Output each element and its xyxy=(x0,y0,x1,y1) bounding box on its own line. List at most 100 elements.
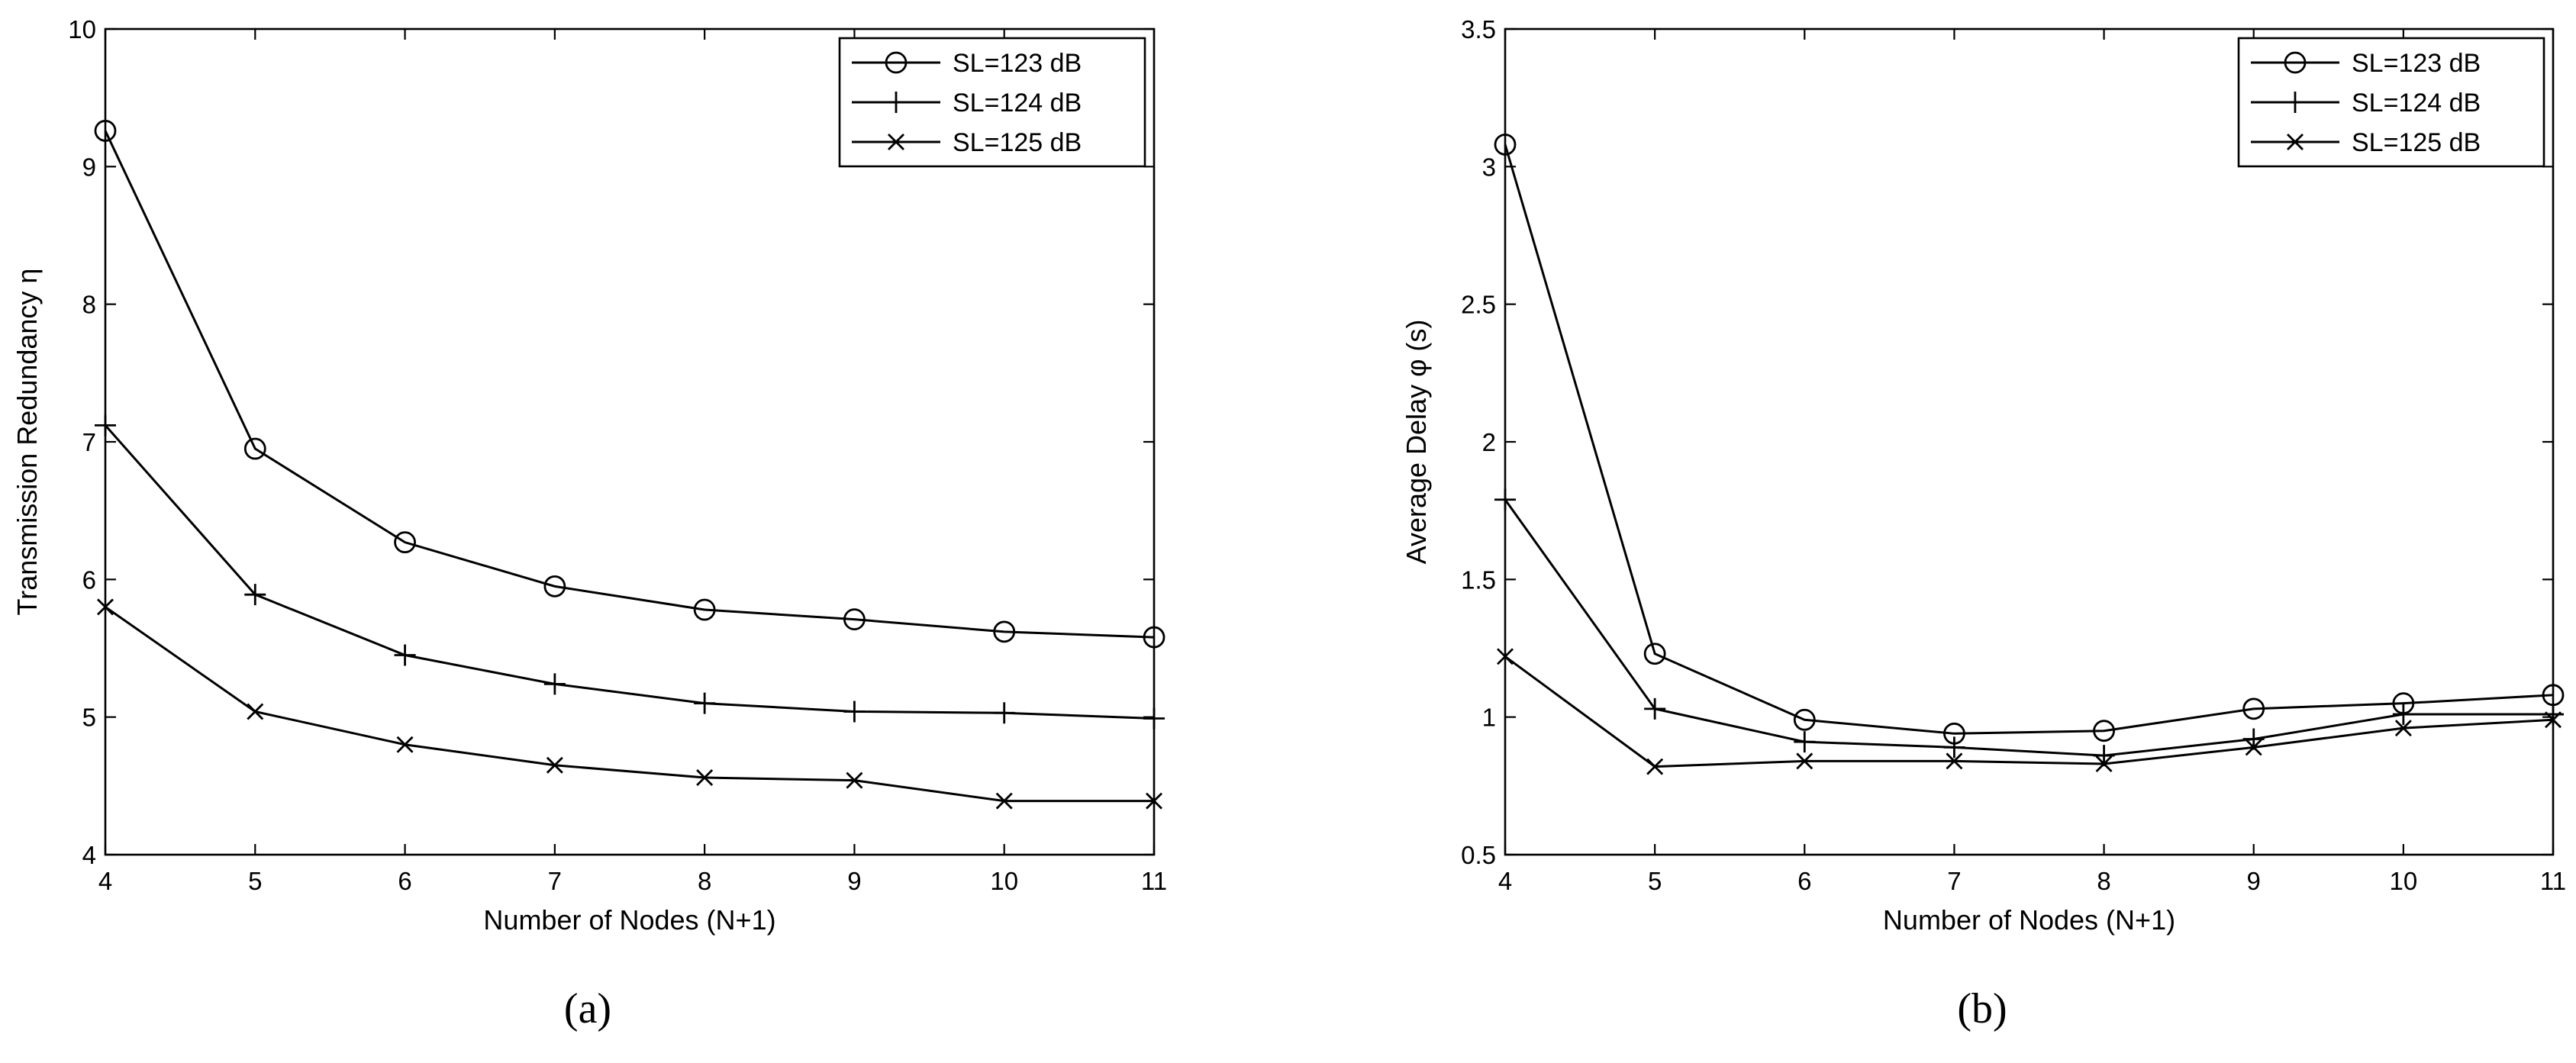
y-tick-label: 1.5 xyxy=(1461,565,1496,594)
x-tick-label: 6 xyxy=(398,867,411,895)
chart-panel-a: 4 5 6 7 8 9 10 11 4 5 6 7 8 9 10 Number of Nodes (N+1) T… xyxy=(11,15,1167,1032)
panel-caption: (a) xyxy=(564,985,611,1032)
x-tick-label: 6 xyxy=(1797,867,1811,895)
series-line xyxy=(1504,144,2554,735)
data-point xyxy=(394,531,416,554)
data-point xyxy=(843,701,866,723)
x-tick-label: 4 xyxy=(1498,867,1512,895)
data-point xyxy=(97,598,114,616)
series-line xyxy=(1504,656,2554,768)
data-point xyxy=(1793,708,1816,731)
data-point xyxy=(2545,711,2561,729)
data-point xyxy=(1143,707,1165,730)
x-tick-label: 5 xyxy=(248,867,262,895)
data-point xyxy=(543,673,566,695)
data-point xyxy=(1497,648,1514,665)
legend: SL=123 dB SL=124 dB SL=125 dB xyxy=(838,37,1146,168)
x-tick-label: 11 xyxy=(2540,867,2566,895)
y-tick-label: 3.5 xyxy=(1461,15,1496,43)
data-point xyxy=(396,736,414,753)
y-tick-label: 5 xyxy=(82,704,96,732)
x-tick-label: 8 xyxy=(698,867,711,895)
data-point xyxy=(1494,488,1516,511)
series-line xyxy=(1504,498,2553,757)
y-tick-label: 7 xyxy=(82,428,96,456)
y-tick-label: 6 xyxy=(82,565,96,594)
x-tick-label: 10 xyxy=(990,867,1018,895)
legend-marker xyxy=(888,134,904,150)
legend-marker xyxy=(885,92,907,113)
series-line xyxy=(104,130,1155,639)
x-tick-label: 11 xyxy=(1141,867,1167,895)
data-point xyxy=(1644,697,1666,720)
data-point xyxy=(693,598,716,621)
data-point xyxy=(2245,739,2262,756)
data-point xyxy=(993,702,1015,724)
x-axis-label: Number of Nodes (N+1) xyxy=(1883,904,2175,936)
data-point xyxy=(243,437,266,460)
data-point xyxy=(2542,704,2564,726)
y-tick-label: 0.5 xyxy=(1461,841,1496,869)
y-axis-label: Average Delay φ (s) xyxy=(1401,320,1432,565)
x-tick-label: 4 xyxy=(98,867,112,895)
series-line xyxy=(105,606,1154,803)
legend-marker xyxy=(2284,92,2306,113)
data-point xyxy=(2242,697,2265,720)
data-point xyxy=(993,620,1016,643)
y-tick-label: 2 xyxy=(1482,428,1496,456)
legend-label: SL=123 dB xyxy=(953,49,1082,78)
x-tick-label: 9 xyxy=(2247,867,2261,895)
data-point xyxy=(995,792,1013,810)
data-point xyxy=(543,575,566,598)
legend-marker xyxy=(2284,51,2307,74)
data-point xyxy=(1494,134,1517,156)
legend-label: SL=124 dB xyxy=(953,89,1082,118)
data-point xyxy=(1946,752,1963,770)
x-tick-label: 10 xyxy=(2389,867,2417,895)
data-point xyxy=(244,584,266,606)
data-point xyxy=(94,120,117,142)
data-point xyxy=(546,756,563,774)
data-point xyxy=(1794,731,1816,753)
data-point xyxy=(843,608,866,631)
legend-label: SL=125 dB xyxy=(953,128,1082,157)
y-tick-label: 10 xyxy=(68,15,96,43)
data-point xyxy=(247,703,264,720)
data-point xyxy=(2093,720,2115,742)
y-tick-label: 4 xyxy=(82,841,96,869)
data-point xyxy=(694,692,716,714)
data-point xyxy=(2392,704,2414,726)
data-point xyxy=(1643,643,1666,665)
panel-caption: (b) xyxy=(1957,985,2007,1032)
y-tick-label: 1 xyxy=(1482,704,1496,732)
y-axis-label: Transmission Redundancy η xyxy=(11,269,43,616)
data-point xyxy=(2095,755,2113,772)
y-tick-label: 9 xyxy=(82,153,96,181)
series-line xyxy=(104,424,1155,720)
data-point xyxy=(846,771,863,789)
data-point xyxy=(2394,720,2412,737)
y-tick-label: 2.5 xyxy=(1461,291,1496,319)
y-tick-label: 8 xyxy=(82,291,96,319)
x-tick-label: 5 xyxy=(1648,867,1662,895)
legend-label: SL=124 dB xyxy=(2352,89,2481,118)
data-point xyxy=(394,644,416,666)
legend: SL=123 dB SL=124 dB SL=125 dB xyxy=(2237,37,2545,168)
data-point xyxy=(696,769,714,786)
x-tick-label: 8 xyxy=(2097,867,2110,895)
y-tick-label: 3 xyxy=(1482,153,1496,181)
legend-label: SL=123 dB xyxy=(2352,49,2481,78)
legend-marker xyxy=(2287,134,2304,150)
x-axis-label: Number of Nodes (N+1) xyxy=(483,904,775,936)
data-point xyxy=(95,414,116,436)
data-point xyxy=(1796,752,1814,770)
data-point xyxy=(1146,792,1162,810)
data-point xyxy=(1143,626,1165,649)
x-tick-label: 7 xyxy=(1947,867,1961,895)
chart-panel-b: 4 5 6 7 8 9 10 11 0.5 1 1.5 2 2.5 3 3.5 Number of Nodes… xyxy=(1401,15,2566,1032)
x-tick-label: 9 xyxy=(847,867,861,895)
x-tick-label: 7 xyxy=(548,867,562,895)
data-point xyxy=(1646,758,1664,775)
legend-label: SL=125 dB xyxy=(2352,128,2481,157)
